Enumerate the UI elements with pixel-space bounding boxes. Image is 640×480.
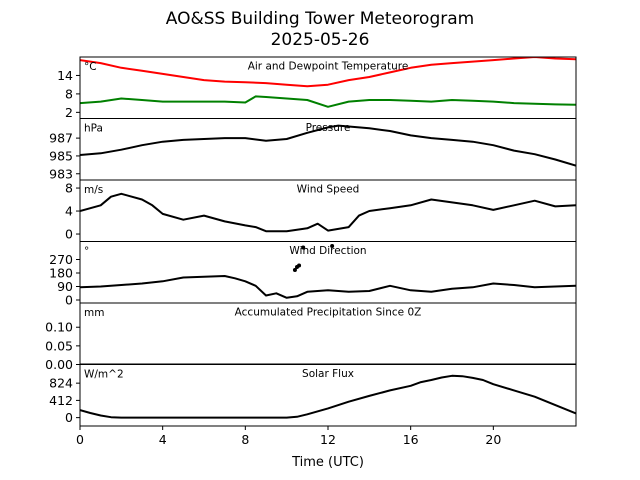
panel-wind-speed: 0 4 8 m/s Wind Speed: [65, 179, 577, 242]
figure-title: AO&SS Building Tower Meteorogram: [166, 9, 474, 29]
wind-direction-point: [297, 263, 302, 268]
precipitation-y-tick-label: 0.10: [45, 320, 73, 335]
pressure-y-tick-label: 983: [49, 166, 73, 181]
temperature-y-tick-label: 14: [57, 68, 73, 83]
precipitation-title: Accumulated Precipitation Since 0Z: [235, 307, 422, 319]
wind-direction-y-tick-label: 90: [57, 279, 73, 294]
wind-direction-point: [330, 244, 335, 248]
wind-speed-y-tick-label: 4: [65, 204, 73, 219]
wind-direction-y-tick-label: 270: [49, 252, 73, 267]
x-tick-label: 4: [159, 432, 167, 447]
solar-flux-y-tick-label: 412: [49, 393, 73, 408]
pressure-y-tick-label: 987: [49, 131, 73, 146]
figure-date: 2025-05-26: [271, 30, 370, 50]
x-axis: 0 4 8 12 16 20: [76, 426, 501, 447]
x-tick-label: 12: [320, 432, 336, 447]
temperature-series-line-0: [80, 57, 576, 88]
x-tick-label: 16: [403, 432, 419, 447]
precipitation-y-tick-label: 0.00: [45, 357, 73, 372]
wind-speed-y-tick-label: 0: [65, 227, 73, 242]
solar-flux-unit-label: W/m^2: [84, 369, 124, 381]
wind-direction-point: [301, 245, 306, 250]
wind-direction-y-tick-label: 0: [65, 293, 73, 308]
wind-speed-series-line-0: [80, 192, 576, 233]
precipitation-y-tick-label: 0.05: [45, 338, 73, 353]
panel-precipitation: 0.00 0.05 0.10 mm Accumulated Precipitation …: [45, 302, 577, 372]
panel-pressure: 983 985 987 hPa Pressure: [49, 118, 577, 181]
temperature-series-line-1: [80, 95, 576, 108]
solar-flux-title: Solar Flux: [302, 368, 354, 380]
solar-flux-y-tick-label: 0: [65, 410, 73, 425]
solar-flux-series-line-0: [80, 374, 576, 419]
wind-direction-y-tick-label: 180: [49, 266, 73, 281]
wind-speed-y-tick-label: 8: [65, 181, 73, 196]
pressure-y-tick-label: 985: [49, 148, 73, 163]
solar-flux-y-tick-label: 824: [49, 376, 73, 391]
pressure-unit-label: hPa: [84, 123, 103, 135]
precipitation-unit-label: mm: [84, 307, 104, 319]
temperature-title: Air and Dewpoint Temperature: [248, 61, 409, 73]
pressure-title: Pressure: [306, 122, 351, 134]
wind-direction-series-line-0: [80, 275, 576, 299]
panels: 2 8 14 °C Air and Dewpoint Temperature 983 985…: [45, 56, 577, 427]
wind-speed-title: Wind Speed: [297, 184, 360, 196]
wind-direction-title: Wind Direction: [289, 245, 366, 257]
x-tick-label: 8: [241, 432, 249, 447]
wind-direction-point: [292, 268, 297, 272]
x-tick-label: 0: [76, 432, 84, 447]
wind-speed-unit-label: m/s: [84, 184, 103, 196]
panel-solar-flux: 0 412 824 W/m^2 Solar Flux: [49, 364, 577, 427]
x-tick-label: 20: [485, 432, 501, 447]
temperature-y-tick-label: 2: [65, 105, 73, 120]
pressure-series-line-0: [80, 124, 576, 167]
temperature-y-tick-label: 8: [65, 86, 73, 101]
temperature-unit-label: °C: [84, 61, 97, 73]
wind-direction-unit-label: °: [84, 246, 89, 258]
x-axis-label: Time (UTC): [291, 455, 364, 470]
panel-temperature: 2 8 14 °C Air and Dewpoint Temperature: [57, 56, 577, 120]
